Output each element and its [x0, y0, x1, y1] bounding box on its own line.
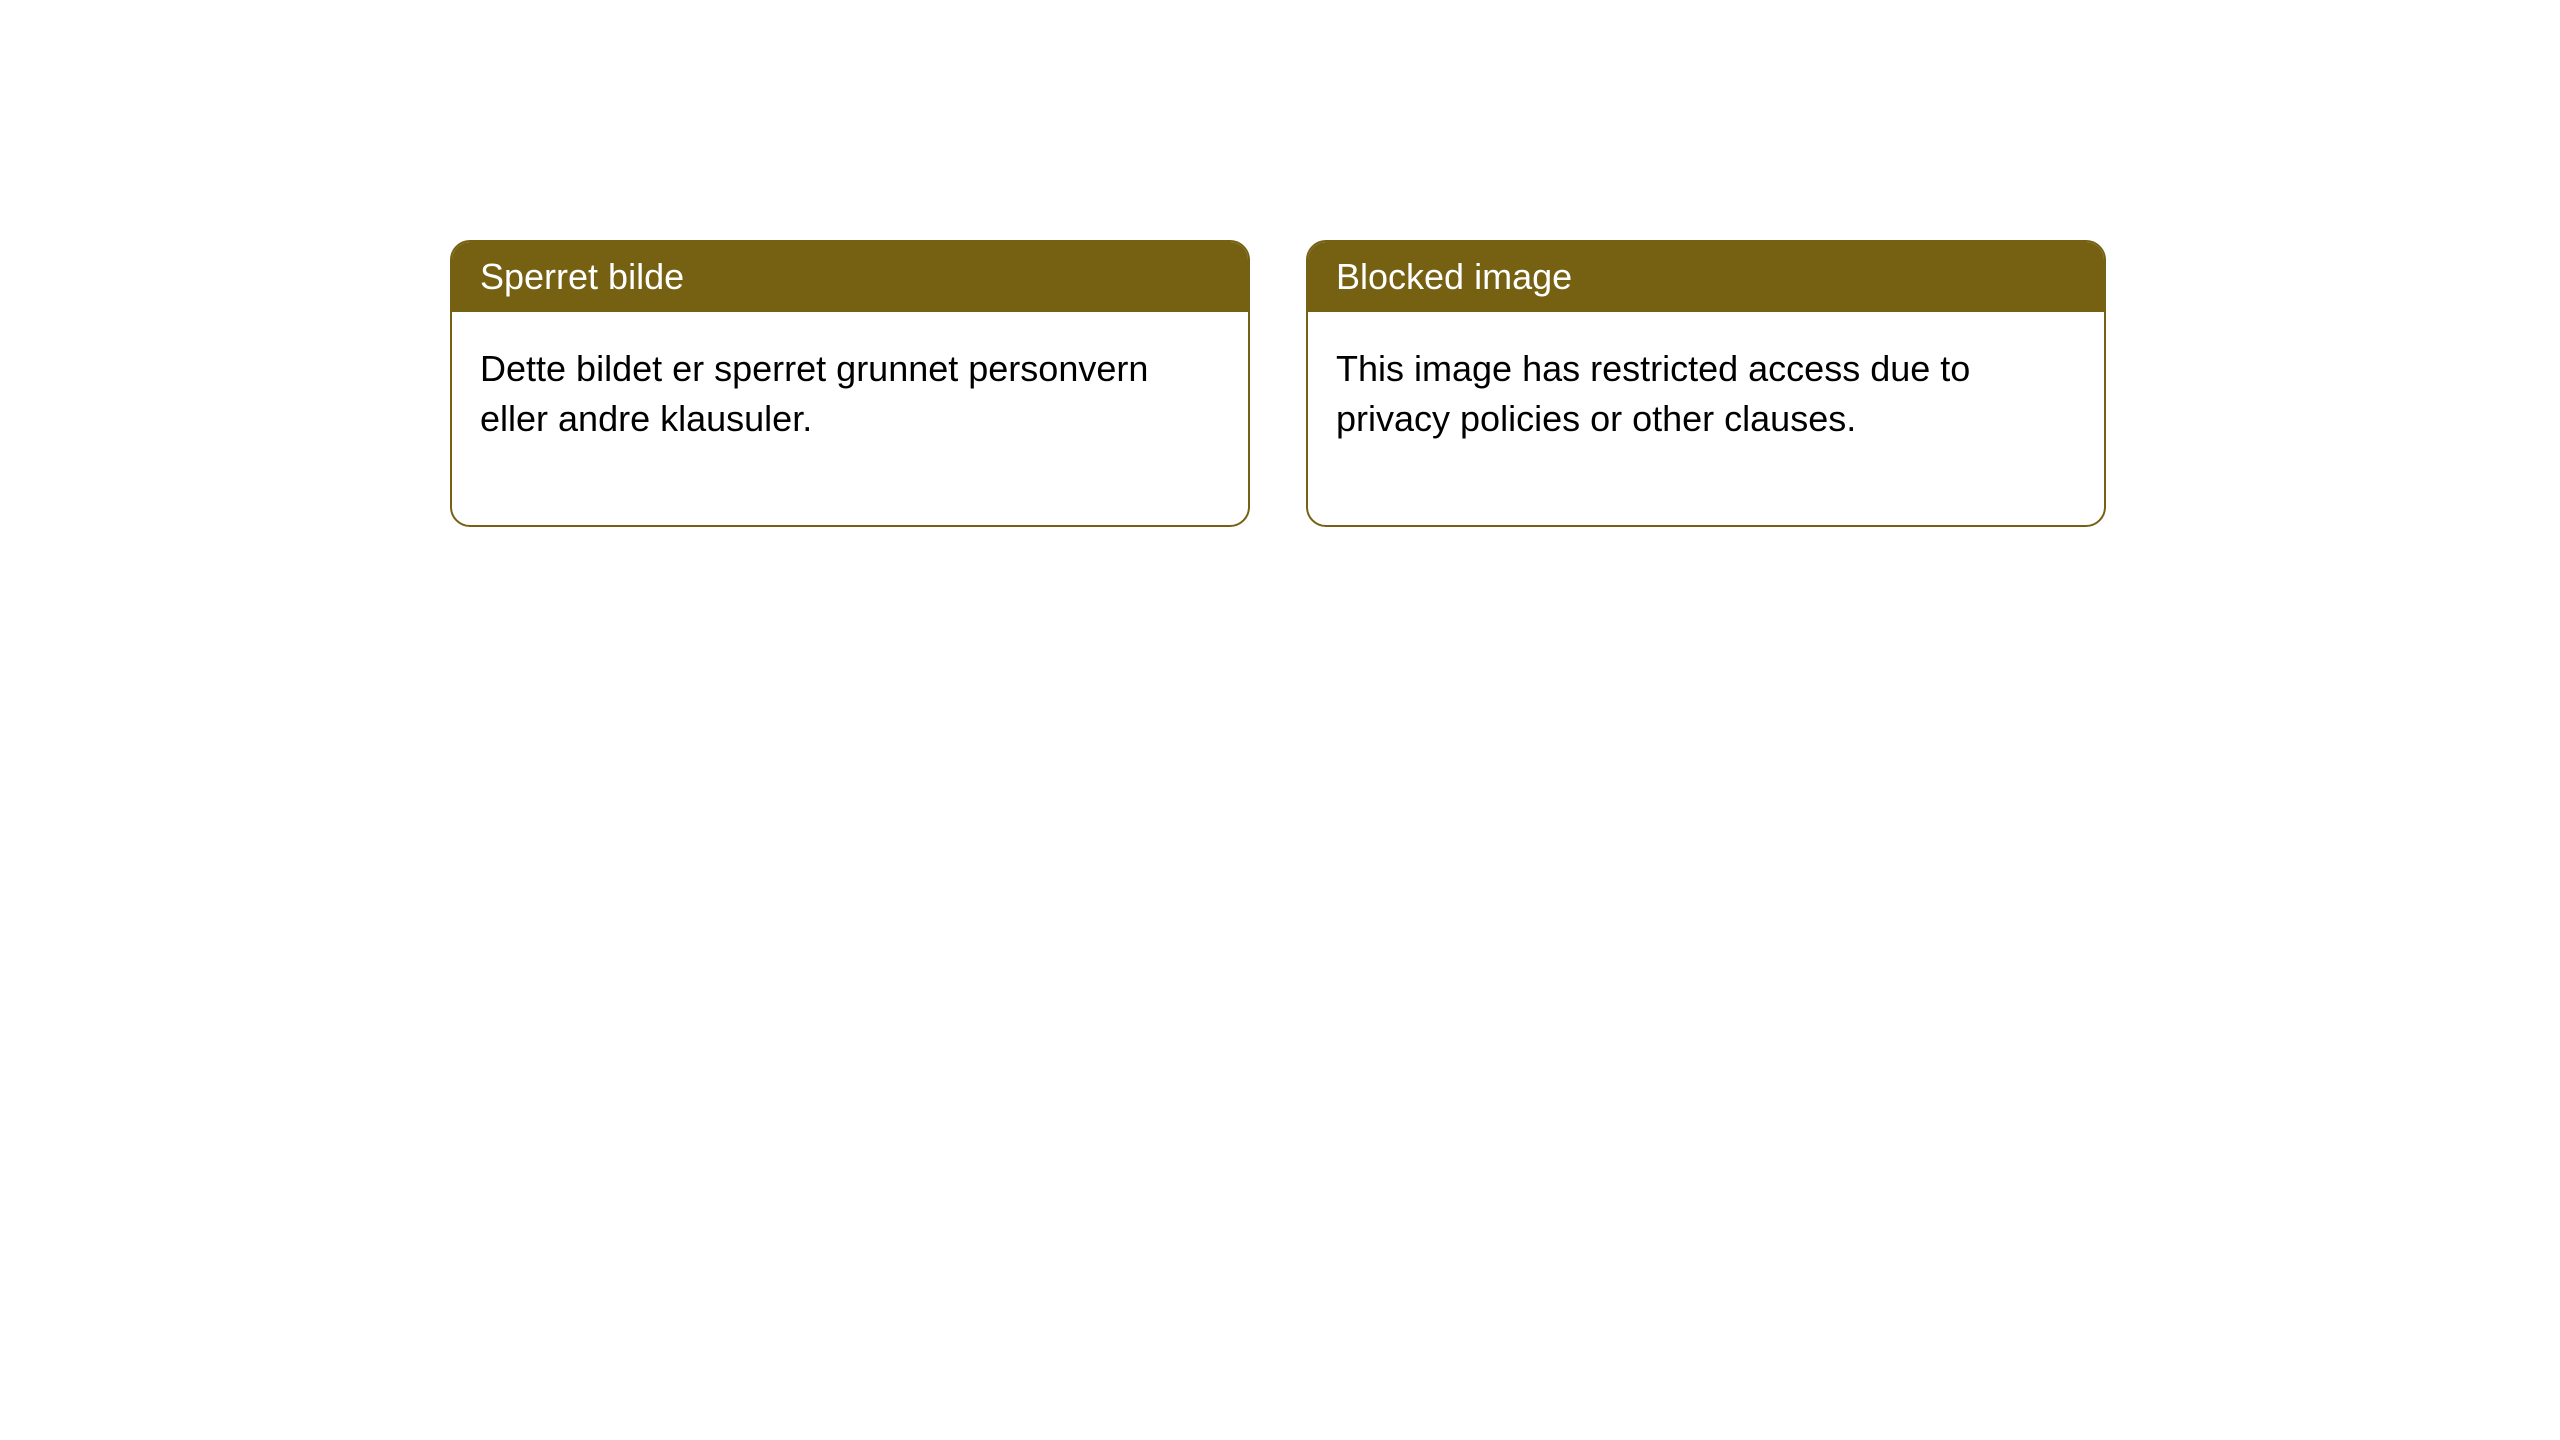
notice-container: Sperret bilde Dette bildet er sperret gr… — [450, 240, 2106, 527]
notice-card-english: Blocked image This image has restricted … — [1306, 240, 2106, 527]
card-header-norwegian: Sperret bilde — [452, 242, 1248, 312]
notice-card-norwegian: Sperret bilde Dette bildet er sperret gr… — [450, 240, 1250, 527]
card-body-norwegian: Dette bildet er sperret grunnet personve… — [452, 312, 1248, 525]
card-body-english: This image has restricted access due to … — [1308, 312, 2104, 525]
card-header-english: Blocked image — [1308, 242, 2104, 312]
